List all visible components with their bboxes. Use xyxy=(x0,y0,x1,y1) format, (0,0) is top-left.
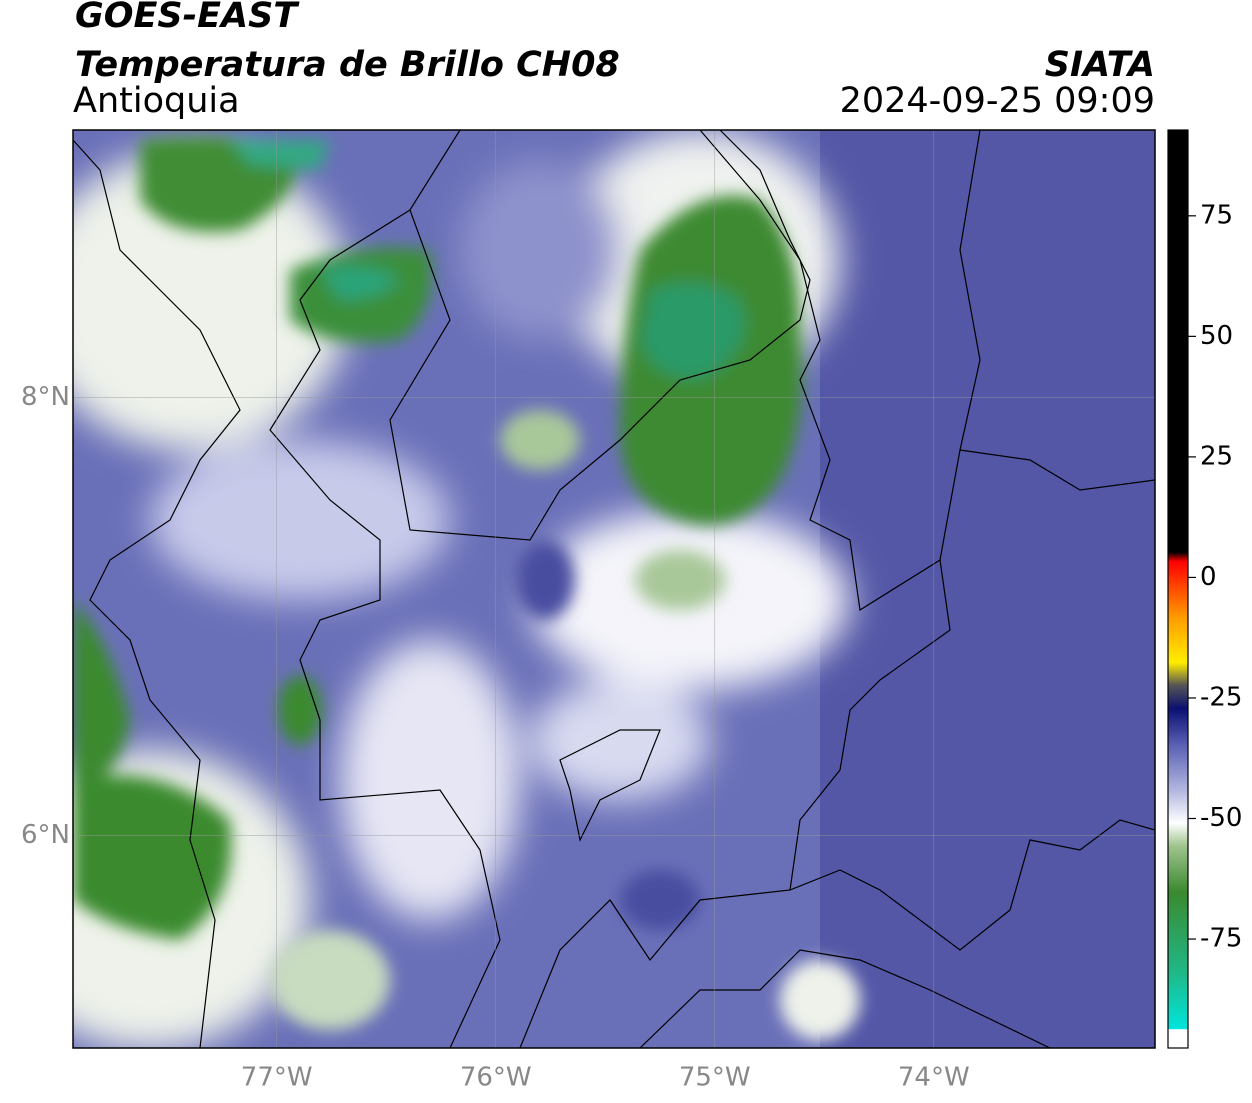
title: GOES-EAST xyxy=(75,0,300,36)
colorbar-tick-label: 75 xyxy=(1200,200,1233,230)
lon-tick-label: 74°W xyxy=(898,1063,970,1093)
colorbar xyxy=(1167,129,1189,1049)
colorbar-tick-label: 25 xyxy=(1200,441,1233,471)
lon-tick-label: 76°W xyxy=(460,1063,532,1093)
source: SIATA xyxy=(1045,45,1155,85)
lon-tick-label: 77°W xyxy=(241,1063,313,1093)
colorbar-tick-label: -75 xyxy=(1200,924,1242,954)
colorbar-tick-label: 50 xyxy=(1200,321,1233,351)
colorbar-tick-label: 0 xyxy=(1200,562,1217,592)
region: Antioquia xyxy=(73,81,240,121)
map-frame xyxy=(72,129,1156,1049)
colorbar-tick-label: -25 xyxy=(1200,682,1242,712)
lat-tick-label: 6°N xyxy=(21,820,70,850)
colorbar-tick-label: -50 xyxy=(1200,803,1242,833)
lon-tick-label: 75°W xyxy=(679,1063,751,1093)
map-imagery xyxy=(73,130,1155,1048)
lat-tick-label: 8°N xyxy=(21,382,70,412)
subtitle: Temperatura de Brillo CH08 xyxy=(75,45,620,85)
datetime: 2024-09-25 09:09 xyxy=(840,81,1155,121)
graticule xyxy=(73,130,1155,1048)
